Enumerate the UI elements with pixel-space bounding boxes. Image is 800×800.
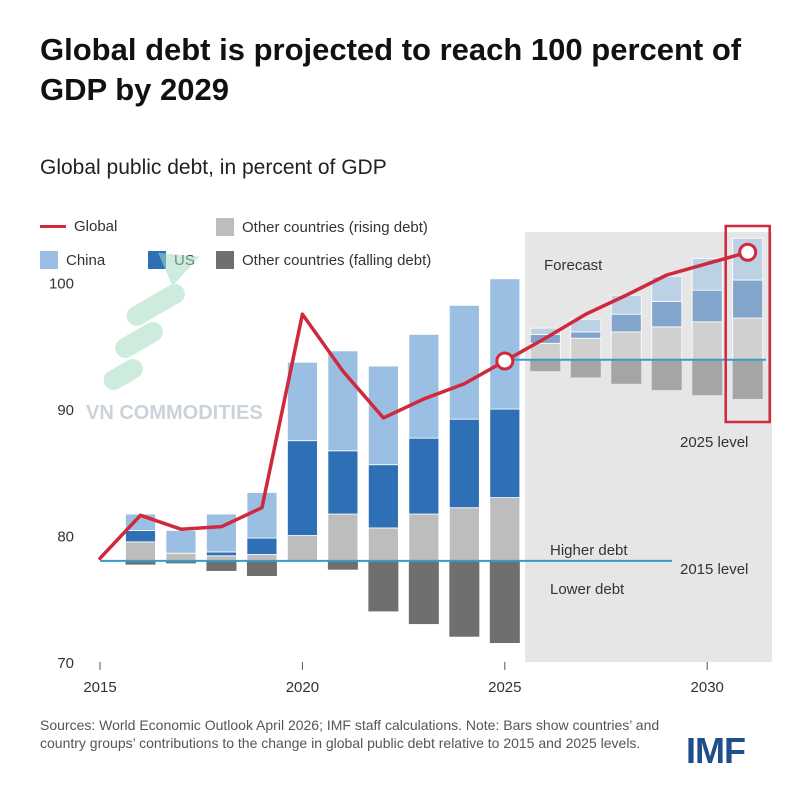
bar-china-2020 [287, 361, 318, 442]
global-marker-end [738, 242, 758, 262]
annotation-higher-debt: Higher debt [550, 542, 628, 559]
bar-us-2016 [125, 530, 156, 543]
bar-other-falling-2021 [327, 560, 358, 570]
annotation-forecast: Forecast [544, 257, 603, 274]
bar-other-countries-rising-debt-2016 [125, 541, 156, 562]
bar-other-countries-rising-debt-2031 [732, 317, 764, 361]
bar-other-falling-2025 [489, 560, 520, 644]
legend-swatch-global [40, 225, 66, 228]
bar-china-2025 [489, 278, 521, 410]
bar-us-2030 [691, 289, 723, 323]
bar-us-2024 [448, 418, 480, 509]
global-marker-2025 [495, 351, 515, 371]
bar-other-falling-2024 [449, 560, 480, 637]
bar-other-falling-2018 [206, 560, 237, 571]
watermark-text: VN COMMODITIES [86, 402, 263, 424]
forecast-region [525, 232, 772, 662]
bar-us-2025 [489, 408, 521, 498]
bar-us-2019 [246, 537, 278, 555]
bar-other-countries-rising-debt-2022 [367, 527, 399, 562]
bar-china-2024 [448, 304, 480, 420]
bar-other-countries-rising-debt-2025 [489, 497, 521, 562]
y-tick-label-80: 80 [57, 529, 74, 546]
legend-swatch-china [40, 251, 58, 269]
bar-other-falling-2029 [651, 359, 682, 391]
legend-label-other-falling: Other countries (falling debt) [242, 251, 432, 269]
bar-china-2023 [408, 334, 440, 439]
bar-us-2018 [206, 551, 237, 557]
bar-other-falling-2026 [530, 359, 561, 372]
legend-item-other-rising: Other countries (rising debt) [216, 218, 428, 236]
legend-label-other-rising: Other countries (rising debt) [242, 218, 428, 236]
bar-china-2017 [165, 530, 197, 554]
annotations-group: Forecast Higher debt Lower debt 2015 level 2… [544, 257, 748, 598]
legend-label-china: China [66, 251, 106, 269]
global-line-group [98, 224, 771, 561]
chart-subtitle: Global public debt, in percent of GDP [40, 156, 387, 179]
bar-other-countries-rising-debt-2020 [287, 535, 318, 562]
y-tick-label-100: 100 [49, 276, 74, 293]
bar-other-falling-2027 [570, 359, 601, 378]
bar-us-2027 [570, 331, 602, 339]
x-tick-label-2030: 2030 [691, 679, 724, 696]
bar-us-2020 [287, 440, 318, 536]
x-tick-label-2020: 2020 [286, 679, 319, 696]
chart-title: Global debt is projected to reach 100 pe… [40, 32, 742, 107]
axes-group: 70 80 90 100 2015 2020 2025 2030 [49, 276, 724, 696]
bar-other-countries-rising-debt-2029 [651, 326, 683, 361]
bar-other-falling-2017 [165, 560, 196, 564]
imf-logo: IMF [686, 730, 746, 771]
chart-canvas: VN COMMODITIES 70 80 90 100 2015 2020 2025 2030… [49, 224, 772, 696]
x-tick-label-2015: 2015 [83, 679, 116, 696]
highlight-box-last-year [724, 224, 771, 424]
bar-other-countries-rising-debt-2027 [570, 337, 602, 361]
legend-item-china: China [40, 251, 105, 269]
bar-other-countries-rising-debt-2024 [448, 507, 480, 562]
bar-other-countries-rising-debt-2023 [408, 513, 440, 562]
bar-china-2021 [327, 350, 359, 452]
reference-lines-group [100, 358, 766, 562]
legend-item-other-falling: Other countries (falling debt) [216, 251, 431, 269]
bar-other-falling-2016 [125, 560, 156, 565]
bar-other-countries-rising-debt-2017 [165, 552, 197, 562]
bar-us-2028 [610, 313, 642, 333]
bar-other-falling-2023 [408, 560, 439, 625]
bar-us-2021 [327, 450, 359, 515]
bar-us-2031 [732, 279, 764, 319]
bar-other-countries-rising-debt-2030 [691, 321, 723, 361]
global-debt-line [98, 250, 750, 561]
bar-other-falling-2028 [611, 359, 642, 384]
annotation-lower-debt: Lower debt [550, 581, 625, 598]
legend: Global Other countries (rising debt) Chi… [40, 218, 500, 278]
legend-label-global: Global [74, 218, 118, 235]
bar-china-2028 [610, 294, 642, 315]
legend-swatch-other-falling [216, 251, 234, 269]
bar-us-2022 [367, 464, 399, 529]
annotation-2025-level: 2025 level [680, 434, 748, 451]
bar-other-falling-2019 [246, 560, 277, 576]
watermark: VN COMMODITIES [86, 252, 263, 424]
bar-china-2018 [206, 513, 237, 553]
bar-china-2027 [570, 318, 602, 333]
watermark-logo-icon [103, 252, 200, 390]
y-tick-label-70: 70 [57, 655, 74, 672]
y-tick-label-90: 90 [57, 402, 74, 419]
legend-item-global: Global [40, 218, 117, 235]
legend-swatch-other-rising [216, 218, 234, 236]
bar-other-countries-rising-debt-2021 [327, 513, 359, 562]
bar-other-falling-2030 [692, 359, 723, 396]
source-note: Sources: World Economic Outlook April 20… [40, 717, 660, 751]
bar-us-2029 [651, 301, 683, 328]
bar-other-falling-2031 [732, 359, 763, 399]
x-tick-label-2025: 2025 [488, 679, 521, 696]
bar-other-falling-2022 [368, 560, 399, 612]
annotation-2015-level: 2015 level [680, 561, 748, 578]
bar-other-countries-rising-debt-2028 [610, 331, 642, 361]
bar-us-2023 [408, 437, 440, 515]
